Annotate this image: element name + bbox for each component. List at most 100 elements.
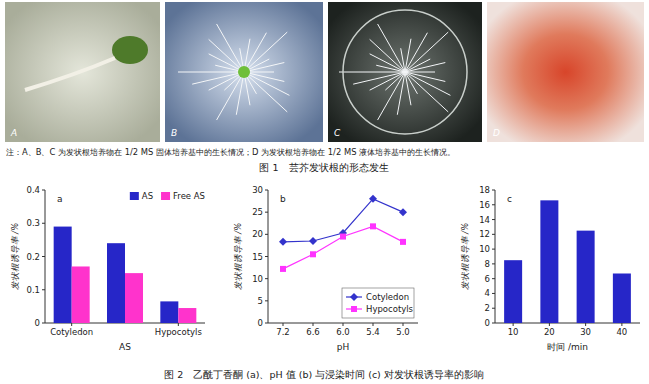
- x-tick: [403, 323, 404, 326]
- x-tick-label: 6.0: [336, 327, 350, 337]
- chart: 00.10.20.30.4CotyledonHypocotylsAS发状根诱导率…: [10, 185, 205, 352]
- legend-label: Cotyledon: [366, 292, 409, 302]
- marker: [310, 251, 316, 257]
- root: [339, 72, 405, 73]
- y-tick-label: 0.2: [26, 252, 40, 262]
- y-tick: [492, 308, 495, 309]
- x-tick-label: 10: [508, 327, 519, 337]
- y-tick-label: 0: [485, 318, 490, 328]
- x-tick: [283, 323, 284, 326]
- x-tick: [621, 323, 622, 326]
- marker: [309, 237, 317, 245]
- panel-label: D: [493, 128, 500, 138]
- root: [405, 63, 445, 72]
- root: [244, 72, 287, 112]
- y-tick-label: 30: [252, 185, 263, 195]
- photo-panel: C: [328, 2, 482, 142]
- figure: ABCD注：A、B、C 为发状根培养物在 1/2 MS 固体培养基中的生长情况；…: [0, 0, 649, 384]
- root: [178, 72, 244, 73]
- marker: [350, 293, 358, 301]
- root: [370, 72, 405, 90]
- y-tick-label: 14: [479, 215, 490, 225]
- root: [405, 72, 435, 73]
- chart: 0510152025307.26.66.05.45.0pH发状根诱导率 /%bC…: [233, 185, 418, 352]
- y-tick-label: 0: [35, 318, 40, 328]
- marker: [369, 195, 377, 203]
- root: [217, 24, 244, 72]
- y-label: 发状根诱导率 /%: [10, 223, 20, 291]
- y-axis: [495, 190, 496, 323]
- legend-label: Free AS: [173, 191, 205, 201]
- bar: [178, 308, 196, 323]
- x-tick: [71, 323, 72, 326]
- y-tick: [492, 263, 495, 264]
- marker: [340, 234, 346, 240]
- x-tick: [313, 323, 314, 326]
- line: [283, 226, 403, 269]
- panel-label: C: [334, 128, 341, 138]
- root: [405, 32, 448, 72]
- root: [244, 72, 284, 81]
- chart: 02468101214161810203040时间 /min发状根诱导率 /%c: [460, 185, 640, 352]
- root: [209, 39, 244, 72]
- panel-title: c: [507, 194, 512, 204]
- bar: [107, 243, 125, 323]
- y-tick-label: 10: [479, 244, 490, 254]
- y-tick-label: 18: [479, 185, 490, 195]
- y-tick: [265, 323, 268, 324]
- y-tick: [265, 256, 268, 257]
- root: [25, 58, 115, 90]
- y-tick: [42, 223, 45, 224]
- marker: [400, 239, 406, 245]
- y-tick: [265, 300, 268, 301]
- y-tick-label: 15: [252, 252, 263, 262]
- panel-label: B: [171, 128, 177, 138]
- y-tick: [492, 323, 495, 324]
- y-tick-label: 2: [485, 303, 490, 313]
- x-tick-label: 30: [580, 327, 591, 337]
- root: [378, 24, 405, 72]
- y-tick-label: 0.3: [26, 218, 40, 228]
- marker: [399, 208, 407, 216]
- panel-title: b: [280, 194, 286, 204]
- legend: Cotyledon Hypocotyls: [342, 288, 414, 318]
- legend-swatch: [161, 192, 170, 200]
- y-tick: [492, 249, 495, 250]
- plot-area: [504, 200, 631, 323]
- y-tick-label: 5: [258, 296, 263, 306]
- line: [283, 199, 403, 242]
- root: [405, 72, 411, 105]
- root: [353, 72, 405, 84]
- bar: [54, 227, 72, 323]
- x-tick-label: Cotyledon: [50, 327, 93, 337]
- root: [244, 32, 287, 72]
- y-tick: [492, 190, 495, 191]
- panel-label: A: [10, 128, 17, 138]
- plot-area: [54, 227, 197, 323]
- photo-panel: D: [487, 2, 644, 142]
- y-tick: [42, 289, 45, 290]
- y-tick-label: 0.4: [26, 185, 40, 195]
- photo: [487, 2, 644, 142]
- x-tick-label: 5.4: [366, 327, 380, 337]
- root: [405, 72, 445, 81]
- y-tick: [265, 212, 268, 213]
- x-tick-label: 6.6: [306, 327, 320, 337]
- y-tick: [492, 204, 495, 205]
- y-tick: [42, 190, 45, 191]
- legend: Free ASAS: [130, 191, 205, 201]
- root: [244, 63, 284, 72]
- legend-swatch: [130, 192, 139, 200]
- x-tick-label: Hypocotyls: [155, 327, 203, 337]
- y-tick-label: 6: [485, 274, 490, 284]
- x-tick-label: 7.2: [276, 327, 290, 337]
- panel-title: a: [57, 194, 63, 204]
- seedling: [112, 36, 148, 64]
- y-tick: [42, 323, 45, 324]
- root: [192, 72, 244, 84]
- y-tick-label: 8: [485, 259, 490, 269]
- x-tick: [343, 323, 344, 326]
- legend-label: Hypocotyls: [366, 304, 414, 314]
- bar: [125, 273, 143, 323]
- y-tick-label: 16: [479, 200, 490, 210]
